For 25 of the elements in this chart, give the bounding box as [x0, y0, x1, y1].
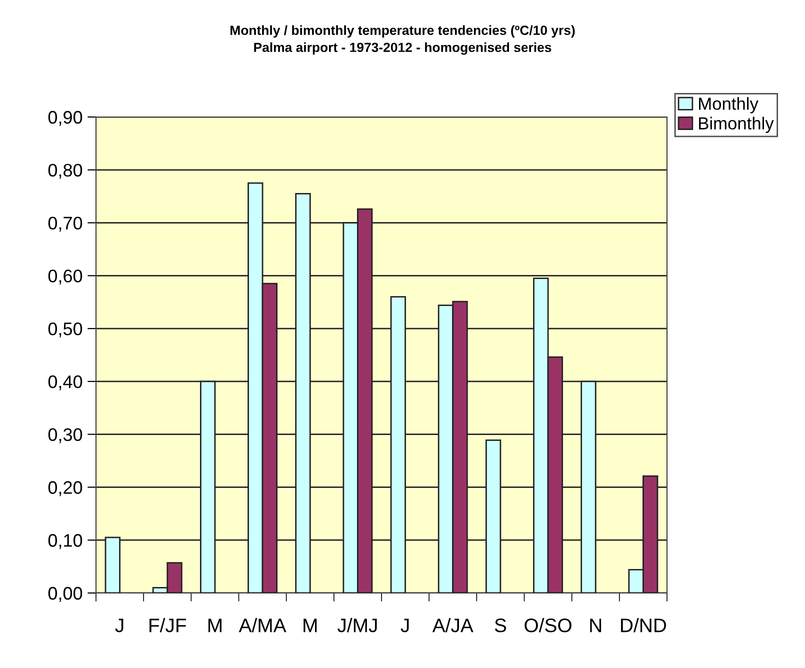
- y-tick-label: 0,00: [48, 586, 82, 602]
- x-tick-label: J/MJ: [337, 618, 377, 632]
- chart-title: Monthly / bimonthly temperature tendencies (ºC/10 yrs) Palma airport - 1973-2012 - homogenised series: [230, 25, 575, 55]
- y-tick-label: 0,50: [48, 322, 82, 338]
- y-tick-label: 0,90: [48, 110, 82, 126]
- x-tick-label: J: [400, 618, 409, 632]
- x-tick-label: O/SO: [524, 618, 572, 632]
- x-tick-label: D/ND: [621, 618, 666, 632]
- legend-label: Monthly: [699, 97, 758, 114]
- x-tick-label: A/JA: [432, 618, 474, 632]
- x-tick-label: F/JF: [150, 618, 186, 632]
- legend-label: Bimonthly: [699, 116, 774, 133]
- y-tick-label: 0,80: [48, 164, 82, 179]
- y-tick-label: 0,10: [48, 534, 82, 549]
- y-tick-label: 0,30: [48, 428, 82, 444]
- x-tick-label: M: [208, 618, 222, 632]
- x-tick-label: M: [304, 618, 317, 632]
- y-tick-label: 0,40: [48, 375, 82, 390]
- y-tick-label: 0,70: [48, 216, 82, 232]
- x-tick-label: S: [494, 618, 506, 632]
- y-tick-label: 0,20: [48, 481, 82, 496]
- x-tick-label: N: [590, 618, 602, 632]
- x-tick-label: J: [115, 618, 124, 632]
- y-tick-label: 0,60: [48, 270, 82, 285]
- x-tick-label: A/MA: [238, 618, 286, 632]
